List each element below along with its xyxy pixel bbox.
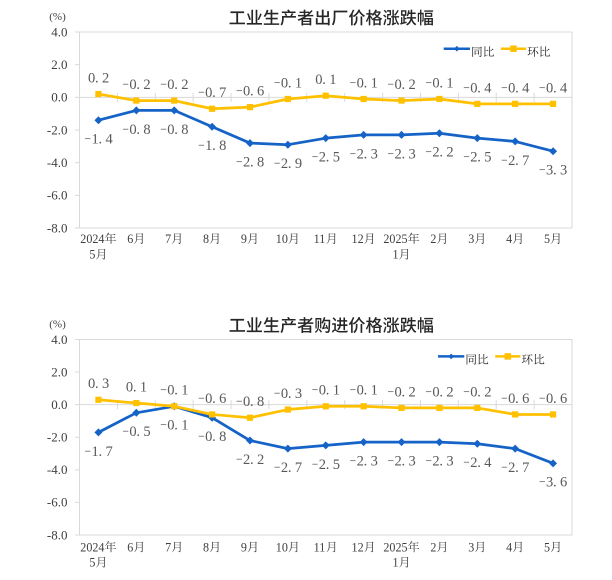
svg-text:12: 12 bbox=[352, 540, 364, 554]
svg-text:−0.1: −0. 1 bbox=[160, 383, 188, 399]
svg-text:2025: 2025 bbox=[383, 232, 407, 246]
svg-text:−0.8: −0. 8 bbox=[122, 122, 150, 138]
svg-text:4.0: 4.0 bbox=[51, 24, 67, 39]
svg-text:0.1: 0. 1 bbox=[315, 72, 336, 88]
svg-text:9: 9 bbox=[241, 540, 247, 554]
svg-text:−0.2: −0. 2 bbox=[463, 384, 491, 400]
svg-text:−1.7: −1. 7 bbox=[84, 444, 112, 460]
svg-text:5: 5 bbox=[89, 556, 95, 570]
svg-text:−0.7: −0. 7 bbox=[198, 85, 226, 101]
svg-text:−2.5: −2. 5 bbox=[312, 150, 340, 166]
svg-text:-6.0: -6.0 bbox=[47, 495, 68, 510]
svg-text:6: 6 bbox=[127, 232, 133, 246]
svg-text:5: 5 bbox=[544, 232, 550, 246]
svg-text:−2.3: −2. 3 bbox=[350, 146, 378, 162]
svg-text:−2.8: −2. 8 bbox=[236, 154, 264, 170]
svg-text:−0.3: −0. 3 bbox=[274, 386, 302, 402]
svg-text:−2.7: −2. 7 bbox=[501, 153, 529, 169]
svg-text:(%): (%) bbox=[49, 319, 66, 331]
svg-text:−0.4: −0. 4 bbox=[463, 80, 492, 96]
svg-text:−0.4: −0. 4 bbox=[501, 80, 530, 96]
svg-text:−1.8: −1. 8 bbox=[198, 138, 226, 154]
svg-text:7: 7 bbox=[165, 232, 171, 246]
svg-text:−2.2: −2. 2 bbox=[425, 145, 453, 161]
svg-text:-4.0: -4.0 bbox=[47, 462, 68, 477]
svg-text:−2.3: −2. 3 bbox=[388, 454, 416, 470]
svg-text:9: 9 bbox=[241, 232, 247, 246]
svg-text:1: 1 bbox=[392, 556, 398, 570]
svg-text:1: 1 bbox=[392, 248, 398, 262]
svg-text:−2.5: −2. 5 bbox=[312, 457, 340, 473]
svg-text:-2.0: -2.0 bbox=[47, 430, 68, 445]
svg-text:2024: 2024 bbox=[80, 540, 104, 554]
svg-text:5: 5 bbox=[89, 248, 95, 262]
svg-text:6: 6 bbox=[127, 540, 133, 554]
svg-text:−2.7: −2. 7 bbox=[501, 460, 529, 476]
svg-text:−1.4: −1. 4 bbox=[84, 132, 113, 148]
svg-text:0.1: 0. 1 bbox=[126, 379, 147, 395]
svg-text:12: 12 bbox=[352, 232, 364, 246]
svg-text:3: 3 bbox=[468, 232, 474, 246]
svg-text:−0.1: −0. 1 bbox=[160, 418, 188, 434]
svg-text:8: 8 bbox=[203, 540, 209, 554]
svg-text:7: 7 bbox=[165, 540, 171, 554]
svg-text:−2.5: −2. 5 bbox=[463, 150, 491, 166]
svg-text:2: 2 bbox=[430, 232, 436, 246]
svg-text:0.0: 0.0 bbox=[51, 397, 67, 412]
svg-text:−2.9: −2. 9 bbox=[274, 156, 302, 172]
svg-text:−0.2: −0. 2 bbox=[388, 77, 416, 93]
svg-text:−0.6: −0. 6 bbox=[198, 391, 226, 407]
svg-text:11: 11 bbox=[314, 232, 326, 246]
svg-text:2025: 2025 bbox=[383, 540, 407, 554]
svg-text:−0.1: −0. 1 bbox=[350, 383, 378, 399]
svg-text:−0.2: −0. 2 bbox=[122, 77, 150, 93]
svg-text:-8.0: -8.0 bbox=[47, 527, 68, 542]
svg-text:(%): (%) bbox=[49, 11, 66, 23]
svg-text:−0.1: −0. 1 bbox=[274, 75, 302, 91]
svg-text:−0.6: −0. 6 bbox=[539, 391, 567, 407]
svg-text:-8.0: -8.0 bbox=[47, 220, 68, 235]
svg-text:0.3: 0. 3 bbox=[88, 376, 109, 392]
svg-text:−0.1: −0. 1 bbox=[312, 383, 340, 399]
svg-text:−0.1: −0. 1 bbox=[425, 75, 453, 91]
svg-text:4: 4 bbox=[506, 540, 512, 554]
svg-text:−0.6: −0. 6 bbox=[236, 84, 264, 100]
svg-text:4.0: 4.0 bbox=[51, 332, 67, 347]
svg-text:4: 4 bbox=[506, 232, 512, 246]
svg-text:5: 5 bbox=[544, 540, 550, 554]
svg-text:-2.0: -2.0 bbox=[47, 122, 68, 137]
svg-text:3: 3 bbox=[468, 540, 474, 554]
svg-text:0.2: 0. 2 bbox=[88, 70, 109, 86]
svg-text:10: 10 bbox=[276, 232, 288, 246]
svg-text:−0.8: −0. 8 bbox=[236, 394, 264, 410]
svg-text:0.0: 0.0 bbox=[51, 90, 67, 105]
svg-text:−0.8: −0. 8 bbox=[160, 122, 188, 138]
svg-text:−3.3: −3. 3 bbox=[539, 163, 567, 179]
svg-text:-6.0: -6.0 bbox=[47, 188, 68, 203]
svg-text:10: 10 bbox=[276, 540, 288, 554]
svg-text:2024: 2024 bbox=[80, 232, 104, 246]
svg-text:−2.7: −2. 7 bbox=[274, 460, 302, 476]
svg-text:−0.5: −0. 5 bbox=[122, 424, 150, 440]
svg-text:−0.4: −0. 4 bbox=[539, 80, 568, 96]
svg-text:2: 2 bbox=[430, 540, 436, 554]
svg-text:11: 11 bbox=[314, 540, 326, 554]
svg-text:−0.8: −0. 8 bbox=[198, 429, 226, 445]
svg-text:−0.2: −0. 2 bbox=[425, 384, 453, 400]
svg-text:-4.0: -4.0 bbox=[47, 155, 68, 170]
svg-text:−0.2: −0. 2 bbox=[160, 77, 188, 93]
svg-text:−3.6: −3. 6 bbox=[539, 475, 567, 491]
svg-text:−0.2: −0. 2 bbox=[388, 384, 416, 400]
svg-text:−2.3: −2. 3 bbox=[388, 146, 416, 162]
svg-text:−0.1: −0. 1 bbox=[350, 75, 378, 91]
svg-text:−0.6: −0. 6 bbox=[501, 391, 529, 407]
svg-text:−2.4: −2. 4 bbox=[463, 455, 492, 471]
svg-text:−2.2: −2. 2 bbox=[236, 452, 264, 468]
svg-text:8: 8 bbox=[203, 232, 209, 246]
svg-text:−2.3: −2. 3 bbox=[350, 454, 378, 470]
svg-text:2.0: 2.0 bbox=[51, 364, 67, 379]
svg-text:−2.3: −2. 3 bbox=[425, 454, 453, 470]
svg-text:2.0: 2.0 bbox=[51, 57, 67, 72]
